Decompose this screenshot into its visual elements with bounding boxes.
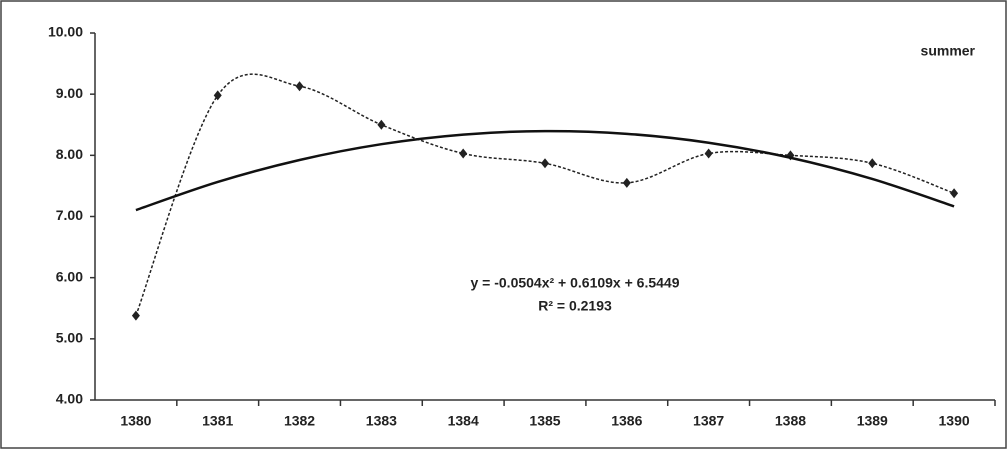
marker bbox=[213, 90, 222, 101]
trend-r2: R² = 0.2193 bbox=[538, 298, 612, 314]
x-tick-label: 1387 bbox=[693, 413, 724, 429]
marker bbox=[704, 148, 713, 159]
marker bbox=[868, 158, 877, 169]
x-tick-label: 1383 bbox=[366, 413, 397, 429]
y-tick-label: 6.00 bbox=[56, 268, 83, 284]
x-tick-label: 1385 bbox=[529, 413, 560, 429]
y-tick-label: 7.00 bbox=[56, 207, 83, 223]
series-label: summer bbox=[921, 43, 976, 59]
marker bbox=[459, 148, 468, 159]
series-line bbox=[135, 73, 955, 316]
x-tick-label: 1382 bbox=[284, 413, 315, 429]
trend-line bbox=[135, 129, 955, 212]
x-tick-label: 1380 bbox=[120, 413, 151, 429]
y-tick-label: 9.00 bbox=[56, 85, 83, 101]
x-tick-label: 1389 bbox=[857, 413, 888, 429]
x-tick-label: 1390 bbox=[939, 413, 970, 429]
x-tick-label: 1386 bbox=[611, 413, 642, 429]
y-tick-label: 8.00 bbox=[56, 146, 83, 162]
x-tick-label: 1388 bbox=[775, 413, 806, 429]
x-tick-label: 1384 bbox=[448, 413, 479, 429]
y-tick-label: 5.00 bbox=[56, 330, 83, 346]
x-tick-label: 1381 bbox=[202, 413, 233, 429]
marker bbox=[295, 81, 304, 92]
y-tick-label: 10.00 bbox=[48, 24, 83, 40]
marker bbox=[622, 177, 631, 188]
marker bbox=[377, 119, 386, 130]
y-tick-label: 4.00 bbox=[56, 391, 83, 407]
marker bbox=[950, 188, 959, 199]
trend-equation: y = -0.0504x² + 0.6109x + 6.5449 bbox=[470, 275, 679, 291]
marker bbox=[131, 310, 140, 321]
marker bbox=[541, 158, 549, 169]
